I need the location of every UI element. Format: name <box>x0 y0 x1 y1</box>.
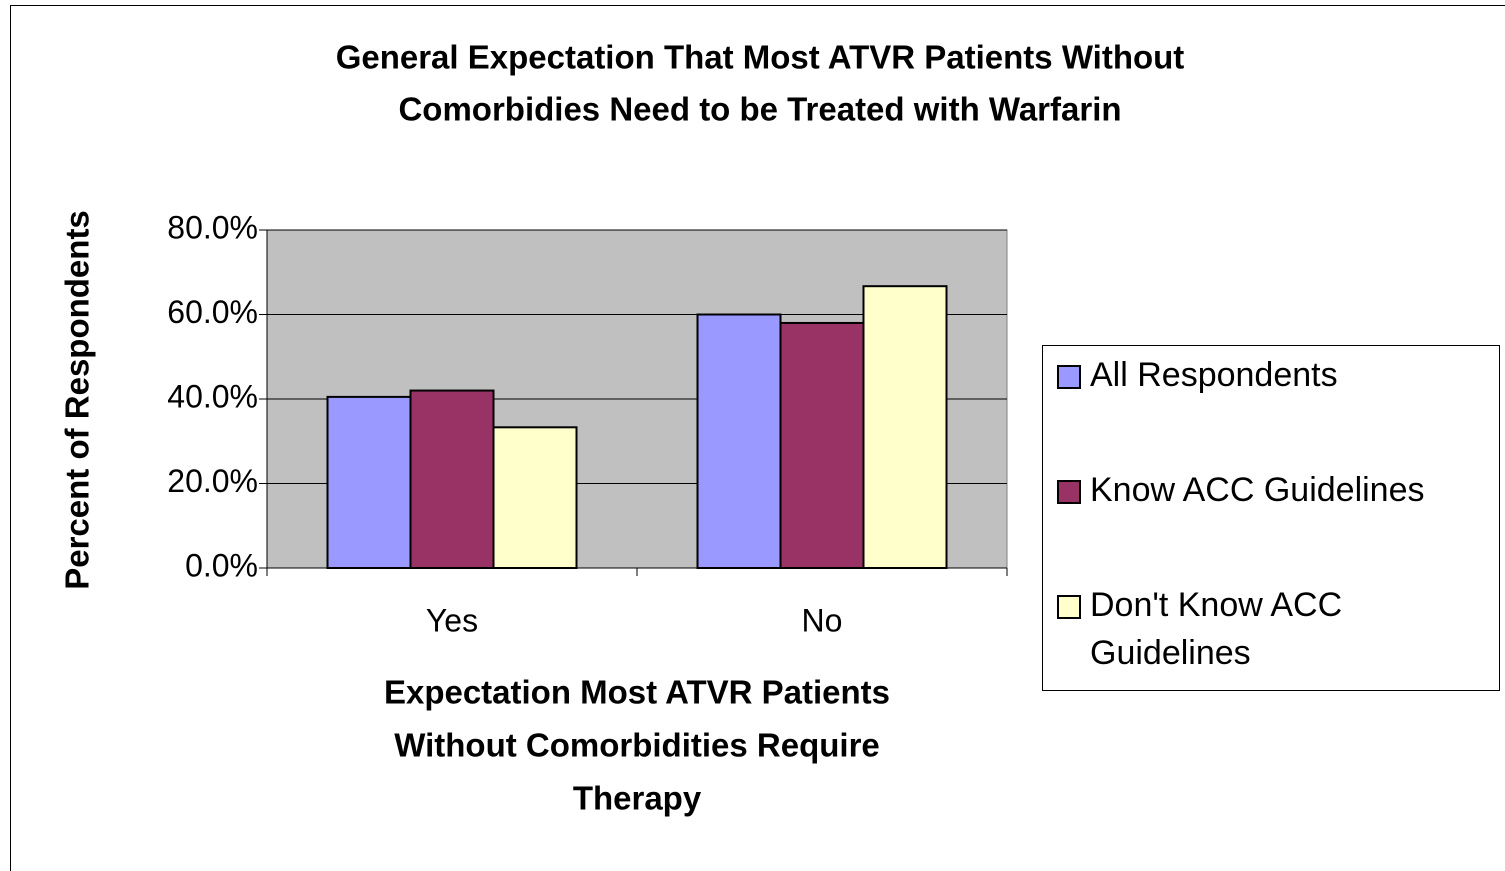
bar <box>326 395 412 570</box>
bar <box>409 389 495 569</box>
legend-swatch <box>1057 595 1081 619</box>
chart-title: Comorbidies Need to be Treated with Warf… <box>398 91 1121 128</box>
legend-label: Know ACC Guidelines <box>1090 471 1425 509</box>
x-axis-label: Expectation Most ATVR Patients <box>384 674 890 711</box>
bar <box>862 285 948 569</box>
bar <box>779 321 865 570</box>
legend-swatch <box>1057 480 1081 504</box>
y-tick-label: 20.0% <box>167 463 258 499</box>
x-axis-label: Therapy <box>573 780 702 817</box>
bar <box>492 426 578 569</box>
y-tick-label: 80.0% <box>167 209 258 245</box>
legend <box>1042 345 1500 691</box>
x-tick-label: Yes <box>426 602 478 638</box>
legend-swatch <box>1057 365 1081 389</box>
legend-label: All Respondents <box>1090 356 1338 394</box>
bar <box>696 313 782 569</box>
y-tick-label: 0.0% <box>185 547 258 583</box>
y-tick-label: 60.0% <box>167 294 258 330</box>
chart-title: General Expectation That Most ATVR Patie… <box>336 39 1185 76</box>
legend-label: Don't Know ACC Guidelines <box>1090 586 1342 672</box>
x-tick-label: No <box>802 602 843 638</box>
y-tick-label: 40.0% <box>167 378 258 414</box>
x-axis-label: Without Comorbidities Require <box>394 727 880 764</box>
y-axis-label: Percent of Respondents <box>59 210 96 590</box>
